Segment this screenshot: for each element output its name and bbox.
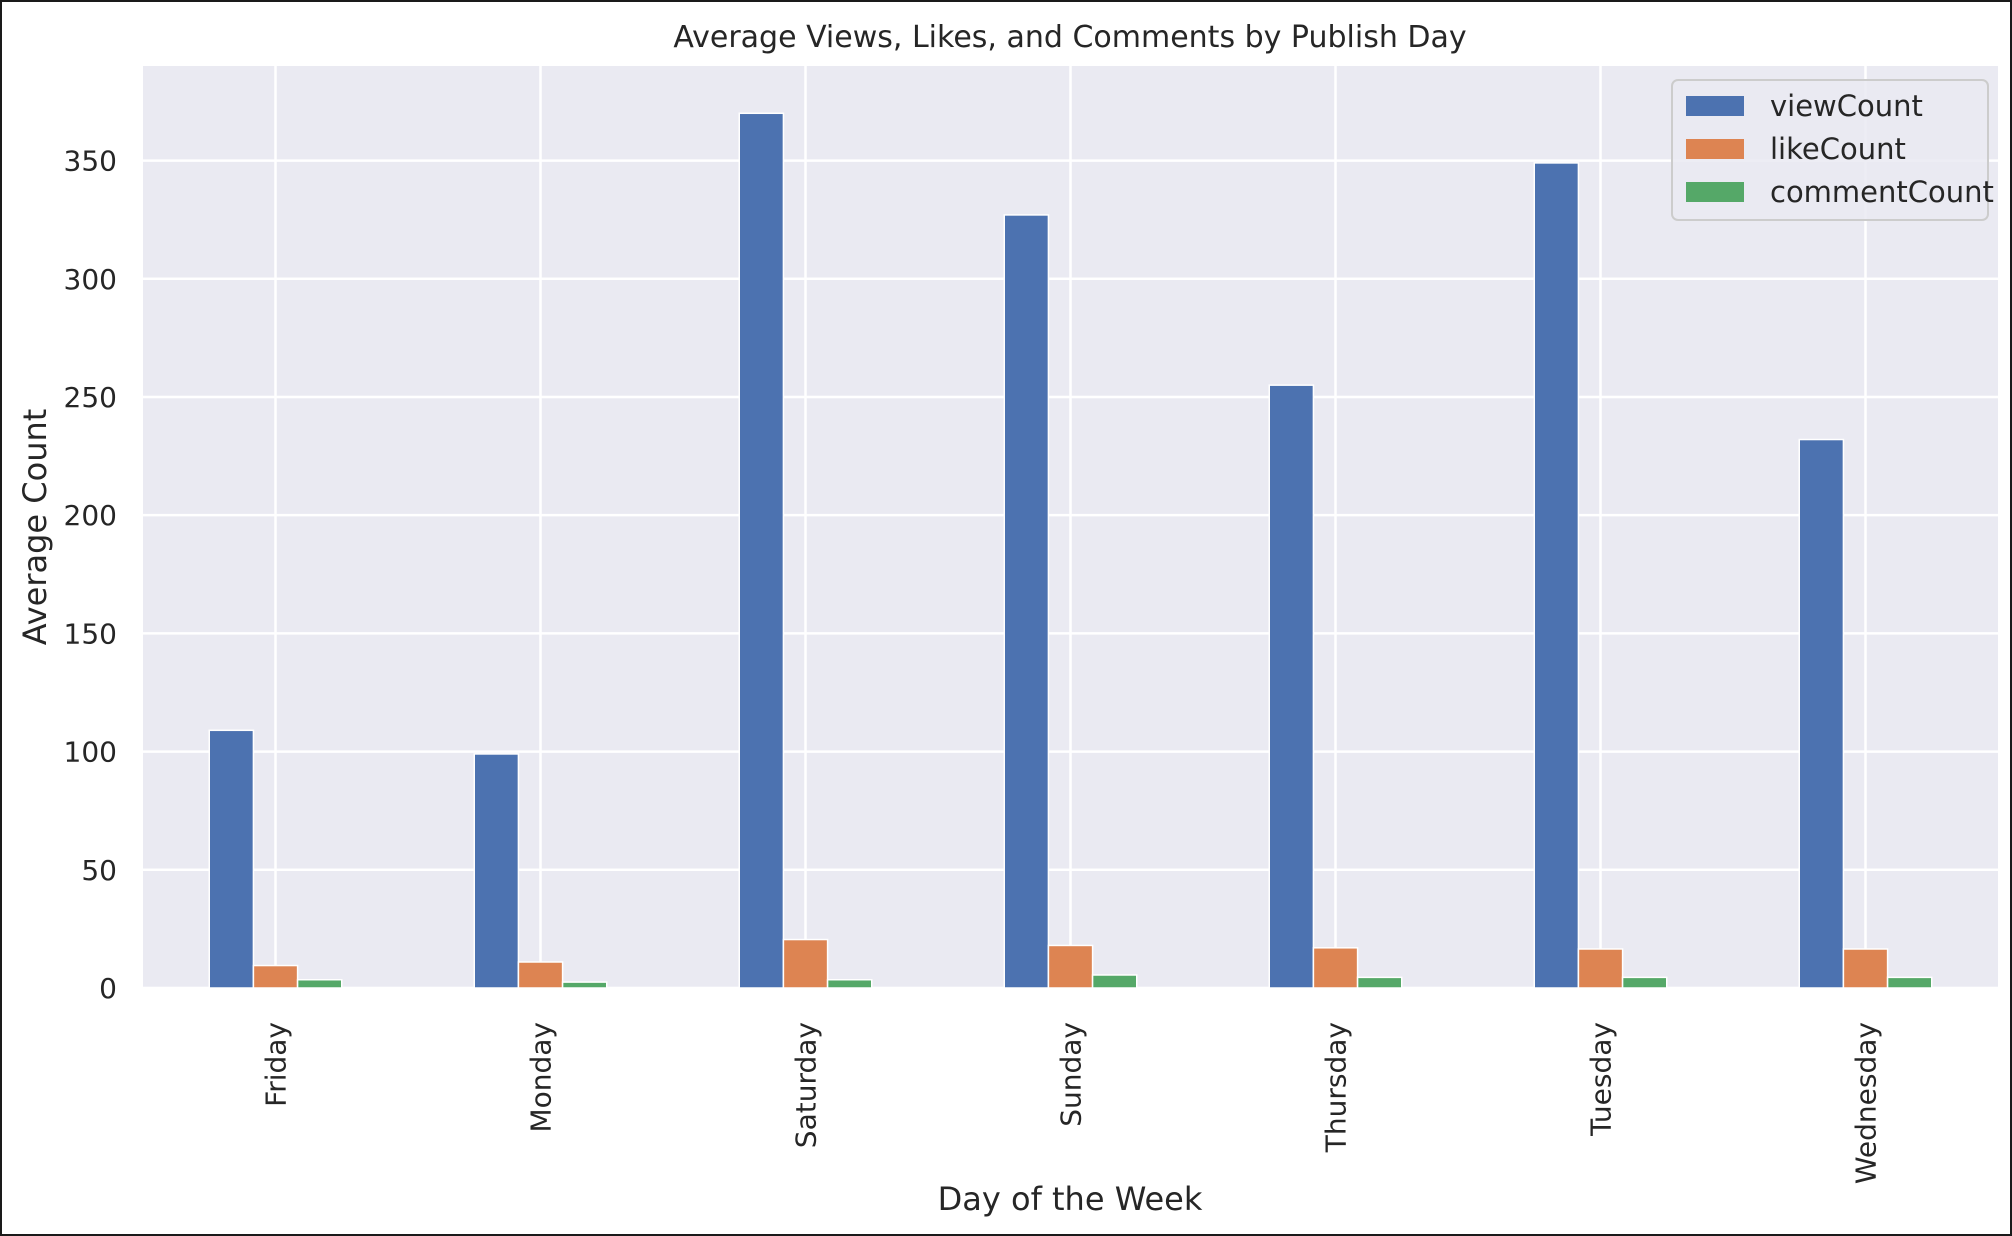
bar-viewCount-monday [473, 753, 520, 989]
x-tick-label-monday: Monday [525, 1022, 558, 1133]
legend-swatch-likeCount [1686, 139, 1744, 159]
bar-likeCount-tuesday [1577, 948, 1624, 989]
bar-commentCount-sunday [1091, 974, 1138, 989]
chart-title: Average Views, Likes, and Comments by Pu… [673, 20, 1466, 55]
y-tick-label: 150 [64, 617, 117, 650]
bar-commentCount-monday [561, 981, 608, 989]
bar-viewCount-wednesday [1798, 438, 1845, 989]
x-tick-label-sunday: Sunday [1055, 1022, 1088, 1127]
y-tick-label: 250 [64, 381, 117, 414]
bar-viewCount-friday [208, 729, 255, 989]
bar-commentCount-tuesday [1621, 976, 1668, 989]
y-tick-label: 300 [64, 263, 117, 296]
legend-label-viewCount: viewCount [1770, 89, 1923, 123]
y-axis-label: Average Count [16, 409, 54, 646]
bars [208, 112, 1933, 989]
bar-viewCount-sunday [1003, 214, 1050, 989]
legend-label-likeCount: likeCount [1770, 132, 1906, 166]
bar-commentCount-saturday [826, 978, 873, 989]
y-tick-label: 350 [64, 145, 117, 178]
bar-viewCount-saturday [738, 112, 785, 989]
x-tick-label-tuesday: Tuesday [1585, 1022, 1618, 1137]
x-tick-label-saturday: Saturday [790, 1022, 823, 1148]
legend-box [1671, 79, 1989, 221]
y-tick-label: 0 [99, 972, 117, 1005]
bar-commentCount-thursday [1356, 976, 1403, 989]
x-tick-label-thursday: Thursday [1320, 1022, 1353, 1153]
bar-likeCount-saturday [782, 938, 829, 989]
legend-swatch-commentCount [1686, 182, 1744, 202]
y-tick-labels: 0 50 100 150 200 250 300 350 [64, 145, 117, 1005]
bar-commentCount-friday [296, 978, 343, 989]
bar-likeCount-thursday [1312, 947, 1359, 989]
bar-commentCount-wednesday [1886, 976, 1933, 989]
y-tick-label: 100 [64, 736, 117, 769]
legend-label-commentCount: commentCount [1770, 175, 1994, 209]
bar-likeCount-sunday [1047, 944, 1094, 989]
x-axis-label: Day of the Week [938, 1180, 1203, 1218]
legend-swatch-viewCount [1686, 96, 1744, 116]
bar-likeCount-wednesday [1842, 948, 1889, 989]
legend: viewCount likeCount commentCount [1671, 79, 1994, 221]
bar-viewCount-tuesday [1533, 162, 1580, 989]
bar-viewCount-thursday [1268, 384, 1315, 989]
bar-likeCount-friday [252, 964, 299, 989]
gridlines [143, 66, 1998, 990]
x-tick-label-wednesday: Wednesday [1850, 1022, 1883, 1184]
y-tick-label: 200 [64, 499, 117, 532]
x-tick-label-friday: Friday [260, 1022, 293, 1107]
bar-likeCount-monday [517, 961, 564, 989]
y-tick-label: 50 [81, 854, 117, 887]
x-tick-labels: Friday Monday Saturday Sunday Thursday Tuesda… [260, 1022, 1883, 1184]
